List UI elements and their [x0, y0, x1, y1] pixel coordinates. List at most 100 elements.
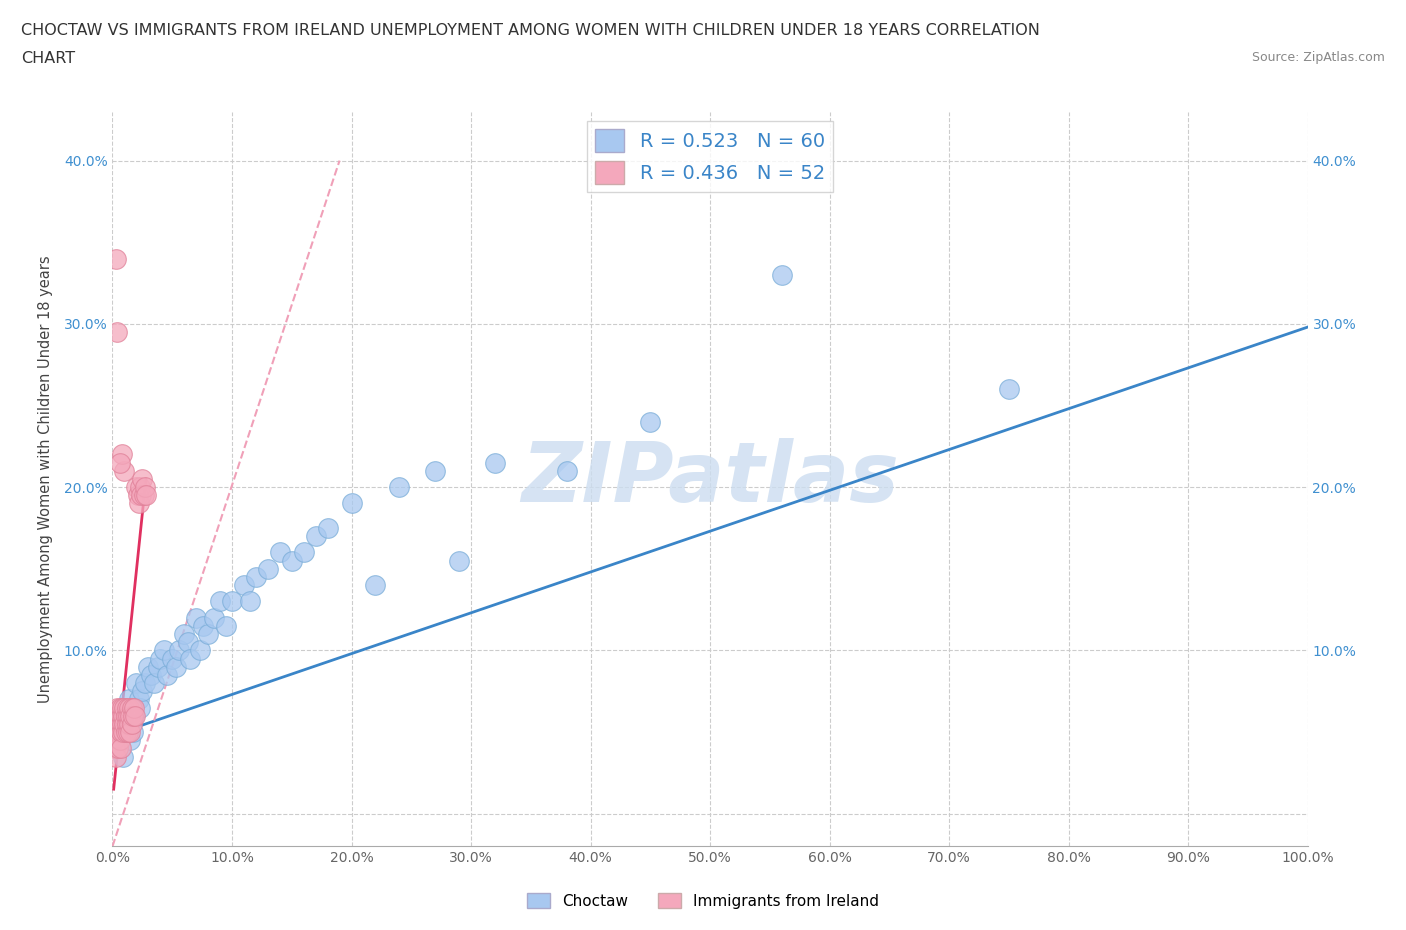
Point	[131, 472, 153, 486]
Point	[188, 643, 211, 658]
Point	[105, 716, 128, 731]
Point	[269, 545, 291, 560]
Point	[108, 733, 131, 748]
Point	[555, 463, 578, 478]
Point	[128, 692, 150, 707]
Point	[135, 488, 157, 503]
Point	[305, 528, 328, 543]
Point	[134, 675, 156, 690]
Point	[105, 724, 128, 739]
Point	[107, 741, 129, 756]
Point	[114, 716, 135, 731]
Point	[209, 594, 232, 609]
Point	[117, 709, 139, 724]
Point	[107, 709, 129, 724]
Point	[108, 741, 131, 756]
Point	[108, 700, 131, 715]
Point	[162, 651, 183, 666]
Point	[138, 659, 160, 674]
Point	[105, 709, 128, 724]
Point	[122, 700, 145, 715]
Point	[388, 480, 411, 495]
Point	[186, 610, 208, 625]
Point	[177, 635, 200, 650]
Text: Source: ZipAtlas.com: Source: ZipAtlas.com	[1251, 51, 1385, 64]
Point	[121, 700, 143, 715]
Point	[149, 651, 172, 666]
Point	[340, 496, 363, 511]
Point	[364, 578, 387, 592]
Point	[121, 709, 143, 724]
Point	[118, 716, 141, 731]
Point	[105, 749, 128, 764]
Point	[127, 488, 149, 503]
Point	[112, 724, 135, 739]
Point	[129, 480, 152, 495]
Point	[112, 749, 135, 764]
Point	[124, 709, 146, 724]
Text: CHOCTAW VS IMMIGRANTS FROM IRELAND UNEMPLOYMENT AMONG WOMEN WITH CHILDREN UNDER : CHOCTAW VS IMMIGRANTS FROM IRELAND UNEMP…	[21, 23, 1040, 38]
Point	[120, 733, 142, 748]
Point	[115, 700, 138, 715]
Point	[115, 716, 138, 731]
Point	[121, 716, 143, 731]
Legend: Choctaw, Immigrants from Ireland: Choctaw, Immigrants from Ireland	[520, 886, 886, 915]
Point	[120, 709, 142, 724]
Y-axis label: Unemployment Among Women with Children Under 18 years: Unemployment Among Women with Children U…	[38, 255, 52, 703]
Point	[173, 627, 195, 642]
Point	[105, 724, 128, 739]
Point	[104, 716, 127, 731]
Point	[215, 618, 238, 633]
Point	[112, 709, 135, 724]
Point	[111, 716, 134, 731]
Point	[143, 675, 166, 690]
Point	[281, 553, 304, 568]
Point	[197, 627, 219, 642]
Point	[107, 724, 129, 739]
Point	[105, 700, 128, 715]
Point	[110, 724, 132, 739]
Point	[108, 716, 131, 731]
Point	[316, 521, 339, 536]
Point	[118, 700, 141, 715]
Text: ZIPatlas: ZIPatlas	[522, 438, 898, 520]
Point	[125, 480, 148, 495]
Point	[115, 716, 138, 731]
Point	[103, 733, 125, 748]
Point	[122, 709, 145, 724]
Point	[146, 659, 169, 674]
Point	[111, 447, 134, 462]
Point	[118, 692, 141, 707]
Point	[169, 643, 191, 658]
Point	[129, 700, 152, 715]
Point	[128, 496, 150, 511]
Point	[114, 724, 136, 739]
Point	[770, 268, 793, 283]
Point	[257, 562, 280, 577]
Point	[114, 709, 136, 724]
Point	[111, 700, 134, 715]
Point	[121, 700, 143, 715]
Point	[125, 675, 148, 690]
Point	[107, 733, 129, 748]
Point	[139, 668, 162, 683]
Point	[425, 463, 447, 478]
Point	[110, 741, 132, 756]
Point	[156, 668, 179, 683]
Point	[117, 724, 139, 739]
Point	[193, 618, 215, 633]
Point	[114, 700, 135, 715]
Point	[998, 381, 1021, 396]
Point	[104, 741, 127, 756]
Point	[484, 455, 506, 470]
Point	[110, 709, 132, 724]
Point	[121, 724, 143, 739]
Point	[114, 700, 135, 715]
Point	[120, 724, 142, 739]
Point	[179, 651, 201, 666]
Point	[202, 610, 225, 625]
Legend: R = 0.523   N = 60, R = 0.436   N = 52: R = 0.523 N = 60, R = 0.436 N = 52	[588, 121, 832, 192]
Point	[129, 488, 152, 503]
Point	[292, 545, 315, 560]
Point	[153, 643, 176, 658]
